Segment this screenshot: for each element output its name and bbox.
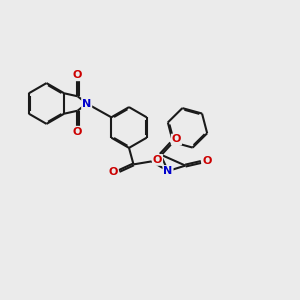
Text: O: O <box>108 167 118 178</box>
Text: O: O <box>172 134 181 145</box>
Text: O: O <box>73 70 82 80</box>
Text: O: O <box>202 155 212 166</box>
Text: O: O <box>73 127 82 137</box>
Text: N: N <box>164 166 172 176</box>
Text: O: O <box>153 155 162 165</box>
Text: N: N <box>82 98 91 109</box>
